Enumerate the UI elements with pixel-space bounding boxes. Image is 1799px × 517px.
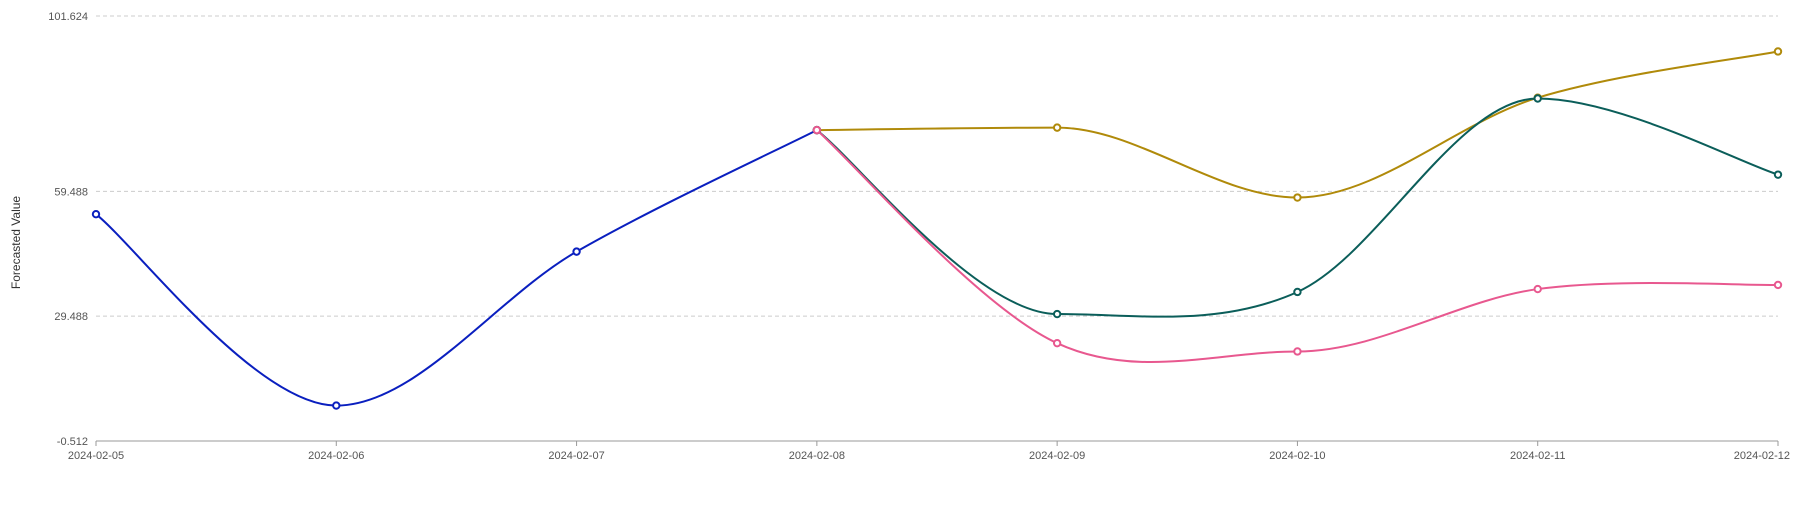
x-tick-label: 2024-02-07 — [548, 450, 604, 462]
y-tick-label: 101.624 — [48, 11, 88, 23]
x-tick-label: 2024-02-06 — [308, 450, 364, 462]
series-lines — [95, 50, 1779, 407]
x-tick-label: 2024-02-08 — [789, 450, 845, 462]
series-4-point — [1052, 338, 1062, 348]
series-line-4 — [816, 129, 1779, 364]
x-tick-label: 2024-02-09 — [1029, 450, 1085, 462]
series-2-point — [1052, 123, 1062, 132]
gridlines — [96, 15, 1778, 317]
series-4-point — [1293, 347, 1302, 356]
series-4-point — [1773, 280, 1783, 290]
series-1-point — [572, 247, 581, 256]
x-tick-label: 2024-02-12 — [1734, 450, 1790, 462]
y-tick-label: 59.488 — [54, 186, 88, 198]
series-line-2 — [816, 50, 1779, 199]
series-points — [91, 47, 1783, 410]
series-2-point — [1773, 47, 1783, 56]
y-tick-label: -0.512 — [57, 436, 88, 448]
series-4-point — [812, 125, 822, 135]
series-1-point — [332, 401, 341, 410]
series-4-point — [1533, 284, 1542, 294]
y-axis-ticks: 101.624 59.488 29.488 -0.512 — [48, 11, 88, 448]
series-2-point — [1293, 193, 1302, 202]
series-3-point — [1773, 170, 1783, 179]
series-line-1 — [95, 129, 818, 407]
y-tick-label: 29.488 — [54, 311, 88, 323]
x-tick-label: 2024-02-05 — [68, 450, 124, 462]
series-3-point — [1533, 94, 1542, 103]
x-tick-label: 2024-02-11 — [1510, 450, 1565, 462]
series-3-point — [1293, 287, 1302, 297]
series-3-point — [1052, 309, 1062, 319]
series-1-point — [91, 209, 101, 219]
x-axis-ticks: 2024-02-05 2024-02-06 2024-02-07 2024-02-08… — [68, 441, 1790, 462]
y-axis-label: Forecasted Value — [9, 196, 23, 289]
x-tick-label: 2024-02-10 — [1269, 450, 1325, 462]
